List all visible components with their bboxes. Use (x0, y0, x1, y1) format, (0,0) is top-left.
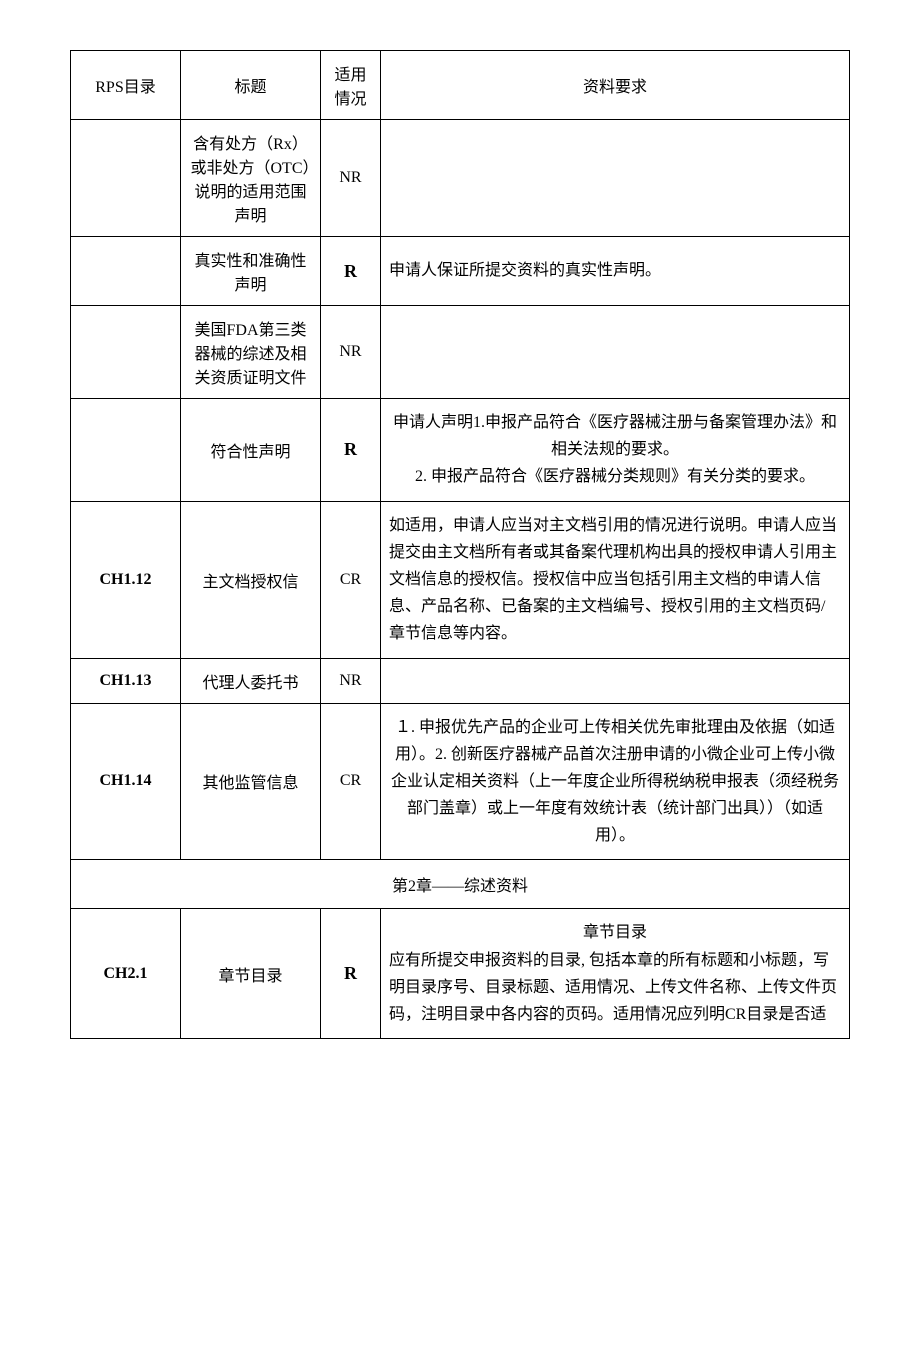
table-row: 美国FDA第三类器械的综述及相关资质证明文件NR (71, 306, 850, 399)
title-cell: 主文档授权信 (181, 501, 321, 658)
rps-cell: CH1.13 (71, 658, 181, 703)
applicability-cell: NR (321, 306, 381, 399)
table-row: CH1.13代理人委托书NR (71, 658, 850, 703)
section-row: 第2章——综述资料 (71, 860, 850, 909)
title-cell: 美国FDA第三类器械的综述及相关资质证明文件 (181, 306, 321, 399)
table-row: CH1.12主文档授权信CR如适用，申请人应当对主文档引用的情况进行说明。申请人… (71, 501, 850, 658)
header-title: 标题 (181, 51, 321, 120)
rps-cell (71, 399, 181, 502)
header-req: 资料要求 (381, 51, 850, 120)
title-cell: 章节目录 (181, 909, 321, 1039)
title-cell: 真实性和准确性声明 (181, 237, 321, 306)
applicability-cell: CR (321, 703, 381, 860)
applicability-cell: R (321, 237, 381, 306)
requirement-cell: 如适用，申请人应当对主文档引用的情况进行说明。申请人应当提交由主文档所有者或其备… (381, 501, 850, 658)
title-cell: 含有处方（Rx）或非处方（OTC）说明的适用范围声明 (181, 120, 321, 237)
rps-cell (71, 237, 181, 306)
header-applic: 适用情况 (321, 51, 381, 120)
applicability-cell: R (321, 399, 381, 502)
applicability-cell: NR (321, 120, 381, 237)
requirement-cell: １. 申报优先产品的企业可上传相关优先审批理由及依据（如适用）。2. 创新医疗器… (381, 703, 850, 860)
table-row: CH1.14其他监管信息CR１. 申报优先产品的企业可上传相关优先审批理由及依据… (71, 703, 850, 860)
rps-cell (71, 120, 181, 237)
applicability-cell: R (321, 909, 381, 1039)
requirement-cell: 申请人声明1.申报产品符合《医疗器械注册与备案管理办法》和相关法规的要求。2. … (381, 399, 850, 502)
title-cell: 符合性声明 (181, 399, 321, 502)
title-cell: 代理人委托书 (181, 658, 321, 703)
requirement-cell: 章节目录应有所提交申报资料的目录, 包括本章的所有标题和小标题，写明目录序号、目… (381, 909, 850, 1039)
table-row: 符合性声明R申请人声明1.申报产品符合《医疗器械注册与备案管理办法》和相关法规的… (71, 399, 850, 502)
requirement-cell (381, 120, 850, 237)
requirement-cell (381, 658, 850, 703)
rps-cell: CH2.1 (71, 909, 181, 1039)
applicability-cell: CR (321, 501, 381, 658)
header-rps: RPS目录 (71, 51, 181, 120)
applicability-cell: NR (321, 658, 381, 703)
requirements-table: RPS目录 标题 适用情况 资料要求 含有处方（Rx）或非处方（OTC）说明的适… (70, 50, 850, 1039)
section-title: 第2章——综述资料 (71, 860, 850, 909)
table-row: 含有处方（Rx）或非处方（OTC）说明的适用范围声明NR (71, 120, 850, 237)
table-header-row: RPS目录 标题 适用情况 资料要求 (71, 51, 850, 120)
table-row: 真实性和准确性声明R申请人保证所提交资料的真实性声明。 (71, 237, 850, 306)
table-row: CH2.1章节目录R章节目录应有所提交申报资料的目录, 包括本章的所有标题和小标… (71, 909, 850, 1039)
requirement-cell: 申请人保证所提交资料的真实性声明。 (381, 237, 850, 306)
requirement-cell (381, 306, 850, 399)
rps-cell: CH1.14 (71, 703, 181, 860)
rps-cell (71, 306, 181, 399)
rps-cell: CH1.12 (71, 501, 181, 658)
title-cell: 其他监管信息 (181, 703, 321, 860)
